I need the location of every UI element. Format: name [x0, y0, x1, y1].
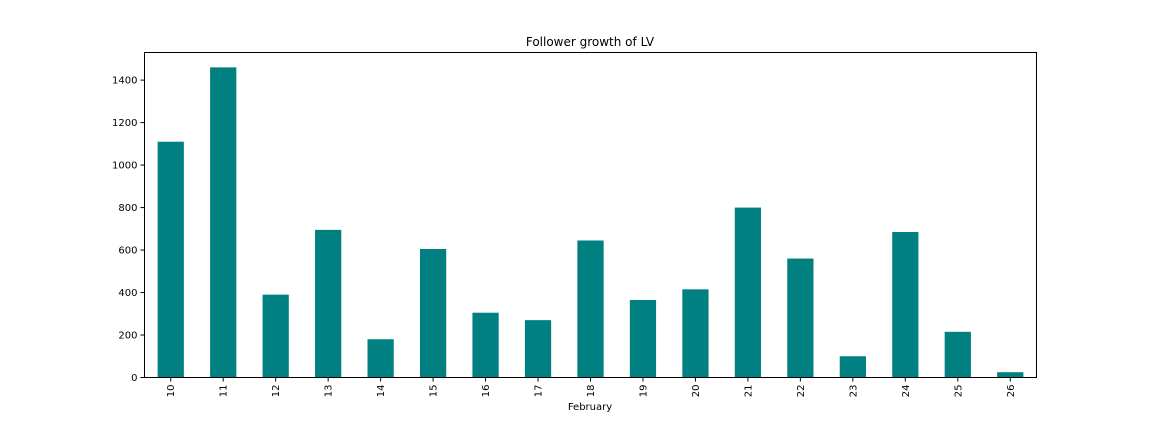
- x-tick-label-12: 12: [271, 385, 282, 398]
- x-tick-label-15: 15: [429, 385, 440, 398]
- x-axis-title: February: [568, 402, 612, 413]
- bar-15: [419, 248, 447, 378]
- bar-19: [629, 299, 657, 378]
- x-tick-label-25: 25: [953, 385, 964, 398]
- y-tick-label-800: 800: [118, 203, 137, 214]
- plot-frame: [144, 52, 1037, 378]
- x-tick-label-16: 16: [481, 385, 492, 398]
- bar-20: [682, 289, 709, 378]
- bar-26: [997, 372, 1024, 378]
- y-tick-label-600: 600: [118, 246, 137, 257]
- x-tick-label-19: 19: [638, 385, 649, 398]
- x-tick-label-11: 11: [219, 385, 230, 398]
- bar-21: [734, 207, 762, 378]
- bar-18: [577, 240, 604, 378]
- y-tick-label-1200: 1200: [112, 118, 137, 129]
- bars-layer: [157, 67, 1024, 378]
- x-tick-label-14: 14: [376, 385, 387, 398]
- bar-23: [839, 356, 866, 378]
- bar-25: [944, 331, 971, 378]
- x-tick-label-20: 20: [691, 385, 702, 398]
- bar-13: [315, 229, 342, 378]
- x-tick-label-26: 26: [1006, 385, 1017, 398]
- x-tick-label-24: 24: [901, 385, 912, 398]
- x-axis: 10 11 12 13 14 15 16 17 18 19 20 21 22 23 24 25 26: [166, 377, 1017, 398]
- bar-17: [524, 320, 552, 378]
- x-tick-label-23: 23: [848, 385, 859, 398]
- y-tick-label-1400: 1400: [112, 76, 137, 87]
- x-tick-label-10: 10: [166, 385, 177, 398]
- y-tick-label-1000: 1000: [112, 161, 137, 172]
- y-tick-label-400: 400: [118, 288, 137, 299]
- y-tick-label-200: 200: [118, 331, 137, 342]
- x-tick-label-13: 13: [324, 385, 335, 398]
- x-tick-label-17: 17: [534, 385, 545, 398]
- bar-22: [787, 258, 814, 378]
- bar-16: [472, 312, 499, 378]
- bar-12: [262, 294, 289, 378]
- bar-14: [367, 339, 394, 378]
- bar-24: [892, 231, 919, 378]
- chart-title: Follower growth of LV: [526, 35, 655, 49]
- x-tick-label-18: 18: [586, 385, 597, 398]
- bar-10: [157, 141, 184, 378]
- y-axis: 0 200 400 600 800 1000 1200 1400: [112, 76, 145, 384]
- x-tick-label-21: 21: [743, 385, 754, 398]
- x-tick-label-22: 22: [796, 385, 807, 398]
- y-tick-label-0: 0: [131, 373, 137, 384]
- bar-11: [210, 67, 237, 378]
